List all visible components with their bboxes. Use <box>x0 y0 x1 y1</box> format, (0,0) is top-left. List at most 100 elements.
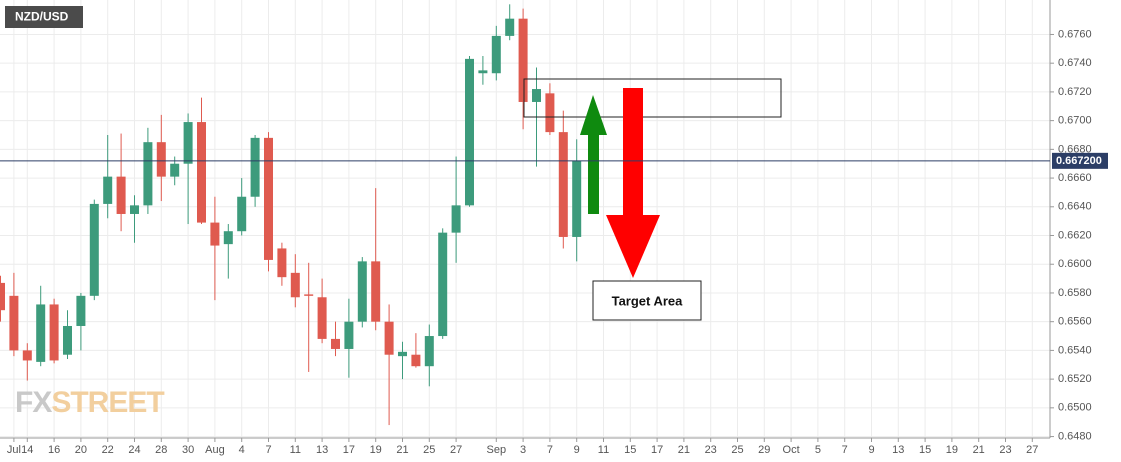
x-tick-label: 17 <box>343 444 355 456</box>
x-tick-label: 13 <box>316 444 328 456</box>
y-tick-label: 0.6660 <box>1058 172 1092 184</box>
candle-body <box>237 196 247 232</box>
x-tick-label: 19 <box>370 444 382 456</box>
x-tick-label: 7 <box>265 444 271 456</box>
y-tick-label: 0.6520 <box>1058 373 1092 385</box>
x-tick-label: 7 <box>547 444 553 456</box>
y-tick-label: 0.6620 <box>1058 229 1092 241</box>
x-tick-label: 15 <box>624 444 636 456</box>
up-arrow <box>580 95 607 214</box>
x-tick-label: 25 <box>423 444 435 456</box>
candle-body <box>572 160 582 237</box>
candle-body <box>9 295 19 351</box>
y-tick-label: 0.6700 <box>1058 115 1092 127</box>
candle-body <box>424 336 434 367</box>
y-tick-label: 0.6680 <box>1058 143 1092 155</box>
y-tick-label: 0.6740 <box>1058 57 1092 69</box>
candle-body <box>438 232 448 337</box>
axes: 0.6480 0.6500 0.6520 0.6540 0.6560 0.6580 0.66… <box>7 28 1092 456</box>
x-tick-label: 16 <box>48 444 60 456</box>
y-tick-label: 0.6580 <box>1058 287 1092 299</box>
candle-body <box>183 122 193 164</box>
x-tick-label: 23 <box>705 444 717 456</box>
watermark: FXSTREET <box>15 386 164 419</box>
candle-body <box>558 132 568 237</box>
y-tick-label: 0.6560 <box>1058 316 1092 328</box>
y-tick-label: 0.6540 <box>1058 344 1092 356</box>
x-tick-label: 5 <box>815 444 821 456</box>
down-arrow <box>606 88 660 278</box>
candle-body <box>156 142 166 177</box>
x-tick-label: 7 <box>842 444 848 456</box>
candle-body <box>357 261 367 322</box>
candle-body <box>451 205 461 233</box>
y-tick-label: 0.6500 <box>1058 402 1092 414</box>
x-tick-label: 25 <box>731 444 743 456</box>
current-price-box <box>1052 152 1108 169</box>
candle-body <box>331 338 340 349</box>
title-box <box>5 6 83 28</box>
candle-body <box>22 350 32 361</box>
candle-body <box>36 304 46 362</box>
x-tick-label: 3 <box>520 444 526 456</box>
x-tick-label: 29 <box>758 444 770 456</box>
candle-body <box>545 93 555 133</box>
candle-body <box>465 58 474 206</box>
x-tick-label: 27 <box>1026 444 1038 456</box>
candle-body <box>491 35 501 74</box>
candle-body <box>304 294 314 296</box>
candle-body <box>317 297 327 339</box>
candle-body <box>518 18 528 102</box>
resistance-zone <box>523 78 782 118</box>
x-tick-label: Oct <box>783 444 800 456</box>
x-tick-label: 21 <box>678 444 690 456</box>
x-tick-label: 9 <box>574 444 580 456</box>
x-tick-label: 13 <box>892 444 904 456</box>
candle-body <box>49 304 59 361</box>
y-tick-label: 0.6600 <box>1058 258 1092 270</box>
candle-body <box>76 295 86 326</box>
watermark-fx: FX <box>15 386 52 419</box>
candle-body <box>103 176 113 204</box>
x-tick-label: 21 <box>396 444 408 456</box>
chart-title: NZD/USD <box>15 10 69 24</box>
y-tick-label: 0.6640 <box>1058 201 1092 213</box>
candle-body <box>505 18 515 36</box>
annotation: Target Area <box>612 293 684 308</box>
current-price-label: 0.667200 <box>1056 155 1102 167</box>
candle-body <box>210 222 220 246</box>
candle-body <box>130 205 139 214</box>
x-tick-label: Jul <box>7 444 21 456</box>
candle-body <box>223 231 233 245</box>
candle-body <box>250 137 260 197</box>
x-tick-label: Aug <box>205 444 225 456</box>
x-tick-label: 30 <box>182 444 194 456</box>
candle-body <box>0 282 5 311</box>
candle-body <box>63 325 72 355</box>
x-tick-label: 21 <box>973 444 985 456</box>
x-tick-label: 28 <box>155 444 167 456</box>
candle-body <box>398 351 407 357</box>
candle-body <box>170 163 180 177</box>
x-tick-label: 27 <box>450 444 462 456</box>
x-tick-label: 20 <box>75 444 87 456</box>
annotation-box <box>592 280 702 321</box>
x-tick-label: 22 <box>102 444 114 456</box>
x-tick-label: 11 <box>290 444 301 456</box>
watermark-street: STREET <box>51 386 164 419</box>
x-tick-label: 4 <box>239 444 245 456</box>
x-tick-label: 17 <box>651 444 663 456</box>
candle-body <box>384 321 394 355</box>
x-tick-label: Sep <box>487 444 507 456</box>
candle-body <box>411 354 421 367</box>
candle-body <box>197 122 206 223</box>
candle-body <box>532 89 541 102</box>
candle-body <box>478 70 488 74</box>
candle-body <box>89 203 99 296</box>
candle-body <box>264 137 273 260</box>
x-tick-label: 19 <box>946 444 958 456</box>
candle-body <box>277 248 287 278</box>
candle-body <box>344 321 354 349</box>
x-tick-label: 23 <box>999 444 1011 456</box>
